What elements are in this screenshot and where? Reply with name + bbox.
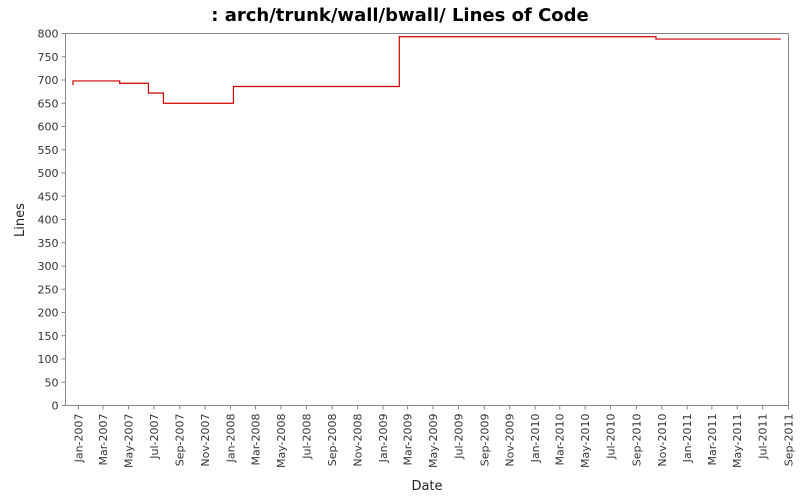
y-tick-label: 150	[38, 330, 59, 343]
x-tick-label: Mar-2011	[706, 414, 719, 466]
x-tick-label: Jan-2011	[681, 414, 694, 464]
y-tick-label: 350	[38, 237, 59, 250]
data-point	[162, 102, 165, 104]
y-tick-label: 0	[52, 400, 59, 413]
data-point	[72, 84, 74, 86]
x-axis-label: Date	[411, 479, 442, 494]
y-tick-label: 250	[38, 283, 59, 296]
x-tick-label: Mar-2009	[402, 414, 415, 466]
y-tick-label: 650	[38, 97, 59, 110]
y-tick-label: 100	[38, 353, 59, 366]
x-tick-label: Jan-2007	[72, 414, 85, 464]
y-tick-label: 300	[38, 260, 59, 273]
x-tick-label: Jan-2010	[529, 414, 542, 464]
x-tick-label: Sep-2008	[326, 414, 339, 467]
y-axis: 0 50 100 150 200 250 300 350 400 450 500 550 600 650 7…	[38, 28, 66, 413]
data-point	[655, 38, 657, 40]
y-axis-label: Lines	[13, 203, 28, 237]
plot-area	[65, 33, 789, 406]
chart-title: : arch/trunk/wall/bwall/ Lines of Code	[211, 5, 589, 26]
x-tick-label: Jan-2008	[225, 414, 238, 464]
x-tick-label: May-2011	[731, 414, 744, 469]
y-tick-label: 400	[38, 214, 59, 227]
data-point	[232, 85, 235, 88]
x-tick-label: Mar-2008	[250, 414, 263, 466]
x-tick-label: Jul-2008	[300, 414, 313, 460]
data-point	[119, 82, 121, 84]
x-tick-label: Nov-2009	[504, 414, 517, 467]
x-tick-label: Jul-2011	[757, 414, 770, 460]
y-tick-label: 500	[38, 167, 59, 180]
x-tick-label: Mar-2007	[97, 414, 110, 466]
x-tick-label: Mar-2010	[554, 414, 567, 466]
x-tick-label: Nov-2010	[656, 414, 669, 467]
x-tick-label: Jul-2007	[148, 414, 161, 460]
x-tick-label: Jul-2010	[605, 414, 618, 460]
x-tick-label: Jan-2009	[377, 414, 390, 464]
data-point	[779, 38, 781, 40]
y-tick-label: 50	[45, 376, 59, 389]
x-axis: Jan-2007 Mar-2007 May-2007 Jul-2007 Sep-2007…	[72, 405, 796, 469]
y-tick-label: 750	[38, 51, 59, 64]
y-tick-label: 800	[38, 28, 59, 41]
y-tick-label: 700	[38, 74, 59, 87]
y-tick-label: 200	[38, 307, 59, 320]
y-tick-label: 600	[38, 121, 59, 134]
x-tick-label: May-2008	[275, 414, 288, 469]
x-tick-label: Sep-2009	[478, 414, 491, 467]
x-tick-label: Jul-2009	[452, 414, 465, 460]
data-point	[398, 36, 400, 38]
x-tick-label: Nov-2008	[352, 414, 365, 467]
x-tick-label: May-2009	[427, 414, 440, 469]
data-point	[72, 80, 74, 82]
x-tick-label: Sep-2007	[174, 414, 187, 467]
x-tick-label: Nov-2007	[199, 414, 212, 467]
x-tick-label: Sep-2010	[630, 414, 643, 467]
data-point	[147, 92, 150, 94]
x-tick-label: May-2007	[122, 414, 135, 469]
x-tick-label: May-2010	[579, 414, 592, 469]
series-layer	[72, 36, 781, 104]
y-tick-label: 550	[38, 144, 59, 157]
y-tick-label: 450	[38, 190, 59, 203]
x-tick-label: Sep-2011	[783, 414, 796, 467]
